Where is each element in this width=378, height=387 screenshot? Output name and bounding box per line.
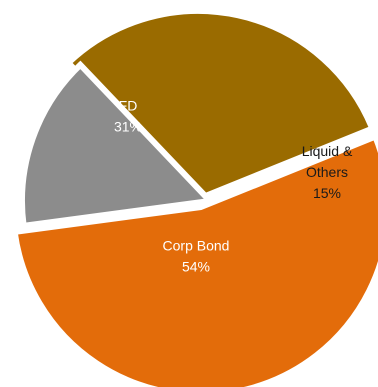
data-label-fd: FD 31% (114, 98, 142, 135)
data-label-percent: 31% (114, 119, 142, 135)
data-label-liquid-others: Liquid & Others 15% (302, 143, 353, 201)
data-label-category: Corp Bond (163, 238, 230, 254)
data-label-category: Others (306, 164, 348, 180)
pie-slice-corp-bond (11, 132, 378, 387)
data-label-category: FD (119, 98, 138, 114)
pie-slices (11, 8, 378, 387)
data-label-percent: 15% (313, 185, 341, 201)
data-label-corp-bond: Corp Bond 54% (163, 238, 230, 275)
data-label-percent: 54% (182, 259, 210, 275)
pie-slice-liquid-others (19, 60, 217, 230)
data-label-category: Liquid & (302, 143, 353, 159)
pie-slice-fd (64, 8, 377, 203)
